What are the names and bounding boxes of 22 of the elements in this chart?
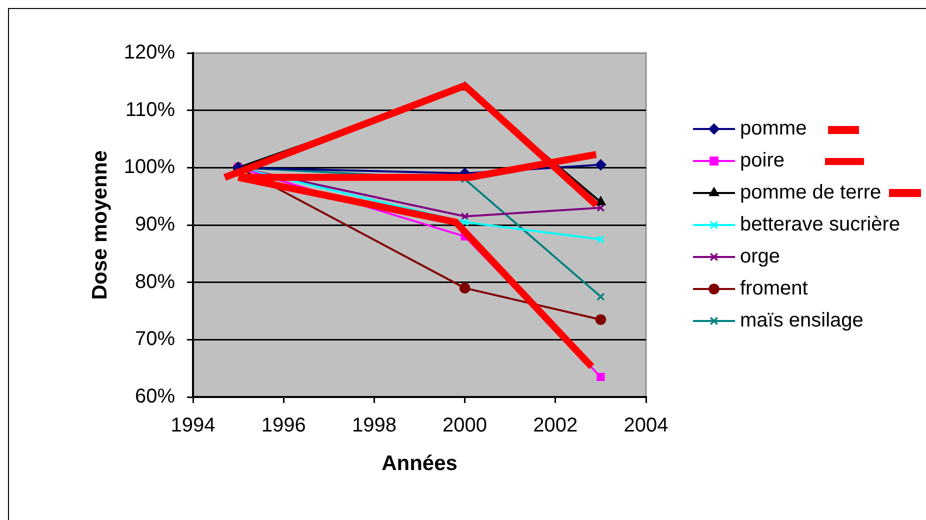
legend-label: pomme de terre	[740, 182, 882, 204]
y-tick-label: 110%	[125, 98, 176, 121]
legend-label: maïs ensilage	[740, 310, 864, 332]
x-tick-label: 1998	[352, 414, 396, 437]
x-tick-label: 1994	[170, 414, 216, 437]
legend-label: betterave sucrière	[740, 214, 900, 236]
x-tick-label: 2000	[442, 414, 488, 437]
y-tick-label: 90%	[134, 214, 176, 236]
y-axis-title: Dose moyenne	[88, 150, 112, 300]
y-tick-label: 80%	[134, 270, 176, 293]
legend-label: orge	[740, 246, 780, 268]
y-tick-label: 70%	[134, 328, 176, 350]
y-tick-label: 120%	[124, 42, 176, 64]
x-tick-label: 2002	[533, 414, 578, 437]
legend-label: poire	[740, 150, 784, 172]
y-tick-label: 100%	[124, 156, 176, 178]
legend-label: froment	[740, 278, 808, 300]
legend-label: pomme	[740, 118, 807, 140]
x-tick-label: 1996	[261, 414, 306, 437]
y-tick-label: 60%	[134, 386, 176, 408]
x-axis-title: Années	[382, 452, 458, 476]
x-tick-label: 2004	[624, 414, 668, 437]
